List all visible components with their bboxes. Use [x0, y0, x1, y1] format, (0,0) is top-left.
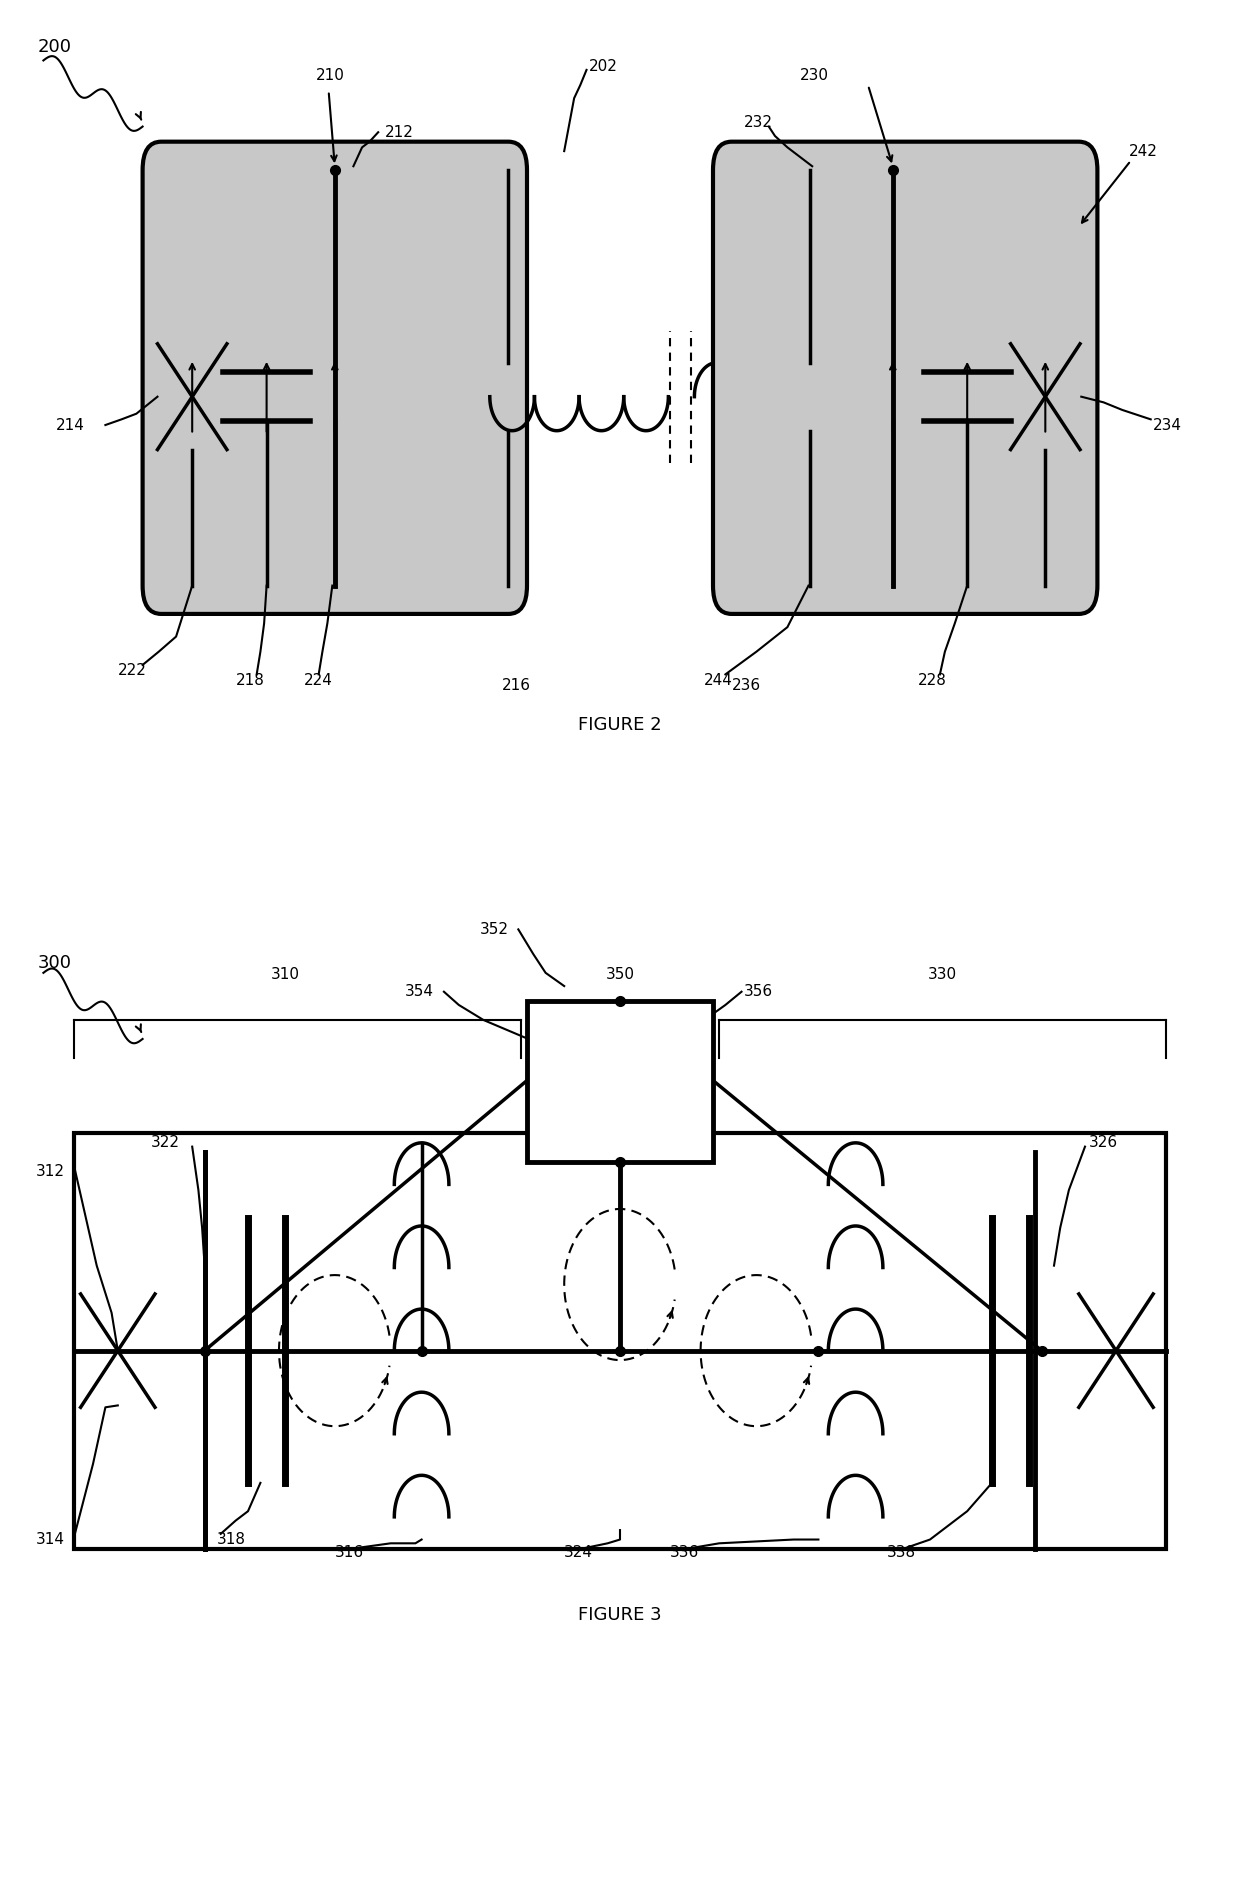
Text: 236: 236	[732, 678, 760, 693]
Text: 310: 310	[270, 967, 300, 982]
FancyBboxPatch shape	[74, 1133, 1166, 1549]
Text: 234: 234	[1153, 417, 1182, 433]
Text: FIGURE 3: FIGURE 3	[578, 1606, 662, 1625]
Text: 210: 210	[316, 68, 345, 83]
Text: 244: 244	[704, 672, 733, 688]
Text: 356: 356	[744, 984, 773, 999]
Text: 242: 242	[1128, 144, 1157, 159]
Text: 312: 312	[36, 1164, 64, 1179]
Text: 230: 230	[800, 68, 828, 83]
Text: 354: 354	[405, 984, 434, 999]
FancyBboxPatch shape	[713, 142, 1097, 614]
Text: 316: 316	[335, 1545, 363, 1560]
Text: 222: 222	[118, 663, 146, 678]
Text: 202: 202	[589, 59, 618, 74]
Text: FIGURE 2: FIGURE 2	[578, 716, 662, 735]
Text: 352: 352	[480, 922, 508, 937]
FancyBboxPatch shape	[143, 142, 527, 614]
Text: 300: 300	[37, 954, 71, 973]
Text: 330: 330	[928, 967, 957, 982]
Text: 224: 224	[304, 672, 332, 688]
Text: 314: 314	[36, 1532, 64, 1547]
Text: 336: 336	[670, 1545, 699, 1560]
FancyBboxPatch shape	[527, 1001, 713, 1162]
Text: 350: 350	[605, 967, 635, 982]
Text: 318: 318	[217, 1532, 246, 1547]
Text: 232: 232	[744, 115, 773, 130]
Text: 322: 322	[151, 1135, 180, 1150]
Text: 214: 214	[56, 417, 84, 433]
Text: 338: 338	[887, 1545, 915, 1560]
Text: 326: 326	[1089, 1135, 1117, 1150]
Text: 216: 216	[502, 678, 531, 693]
Text: 324: 324	[564, 1545, 593, 1560]
Text: 212: 212	[384, 125, 413, 140]
Text: 228: 228	[918, 672, 946, 688]
Text: 200: 200	[37, 38, 71, 57]
Text: 218: 218	[236, 672, 264, 688]
